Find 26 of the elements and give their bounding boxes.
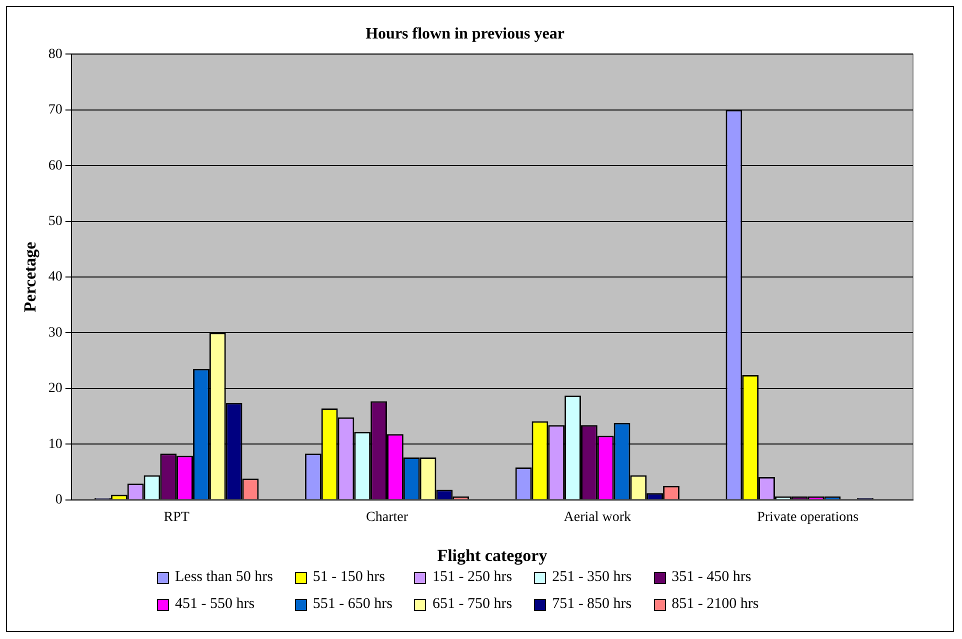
x-tick-label: RPT <box>164 510 190 525</box>
legend-label: 851 - 2100 hrs <box>672 596 759 613</box>
y-tick-label: 20 <box>48 381 62 396</box>
chart-title: Hours flown in previous year <box>366 26 564 43</box>
y-tick-label: 60 <box>48 158 62 174</box>
x-axis-title: Flight category <box>437 546 548 566</box>
y-tick-label: 80 <box>48 46 62 62</box>
legend-label: 451 - 550 hrs <box>175 596 255 613</box>
y-tick-label: 50 <box>48 214 62 229</box>
legend-label: Less than 50 hrs <box>175 569 273 586</box>
y-tick-label: 70 <box>48 102 62 118</box>
y-tick-label: 10 <box>48 436 62 452</box>
y-tick-label: 0 <box>55 492 62 508</box>
legend-label: 51 - 150 hrs <box>312 569 385 586</box>
legend-label: 251 - 350 hrs <box>552 569 632 586</box>
legend-label: 551 - 650 hrs <box>312 596 392 613</box>
y-tick-label: 40 <box>48 270 62 285</box>
x-tick-label: Charter <box>366 510 408 525</box>
x-tick-label: Private operations <box>757 510 859 525</box>
legend-label: 751 - 850 hrs <box>552 596 632 613</box>
legend-label: 351 - 450 hrs <box>672 569 752 586</box>
x-tick-label: Aerial work <box>564 510 632 525</box>
legend-label: 651 - 750 hrs <box>432 596 512 613</box>
y-axis-title: Percetage <box>20 241 40 312</box>
y-tick-label: 30 <box>48 325 62 340</box>
legend-label: 151 - 250 hrs <box>432 569 512 586</box>
